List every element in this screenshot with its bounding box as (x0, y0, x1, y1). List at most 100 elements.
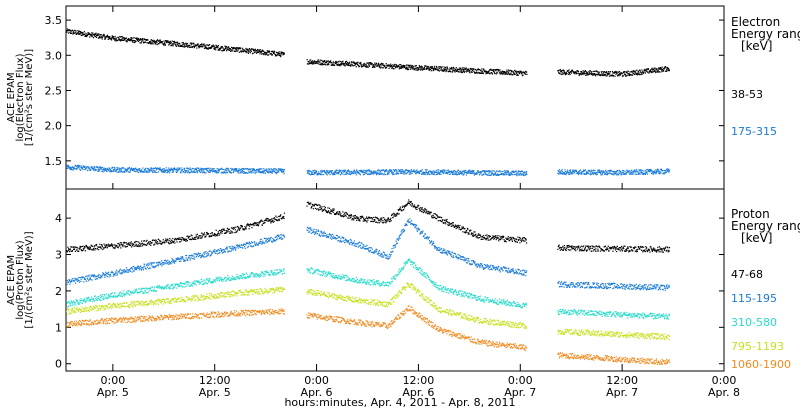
data-point (91, 167, 93, 169)
data-point (486, 236, 488, 238)
data-point (566, 246, 568, 248)
data-point (370, 220, 372, 223)
data-point (209, 171, 211, 173)
data-point (340, 170, 342, 172)
data-point (191, 239, 193, 241)
data-point (520, 172, 522, 174)
data-point (239, 48, 241, 50)
data-point (283, 217, 285, 220)
data-point (70, 30, 72, 33)
data-point (179, 168, 181, 170)
legend-title: [keV] (741, 231, 772, 245)
data-point (135, 37, 137, 39)
data-point (429, 68, 431, 70)
data-point (399, 207, 401, 210)
data-point (350, 63, 352, 65)
data-point (137, 39, 139, 41)
data-point (143, 240, 146, 242)
data-point (659, 67, 661, 70)
data-point (483, 68, 485, 70)
data-point (91, 36, 93, 38)
data-point (336, 172, 339, 174)
data-point (578, 172, 580, 174)
data-point (258, 50, 260, 52)
data-point (137, 40, 140, 43)
data-point (652, 68, 655, 71)
data-point (568, 169, 570, 172)
data-point (143, 170, 145, 172)
data-point (70, 167, 72, 169)
data-point (350, 214, 352, 216)
data-point (631, 70, 633, 73)
data-point (359, 170, 361, 172)
data-point (243, 49, 245, 51)
data-point (78, 247, 80, 249)
data-point (88, 167, 90, 169)
data-point (393, 212, 395, 214)
data-point (350, 216, 352, 218)
data-point (150, 244, 152, 246)
data-point (264, 172, 266, 174)
data-point (171, 240, 173, 242)
data-point (604, 245, 606, 247)
data-point (312, 204, 314, 206)
data-point (277, 220, 279, 222)
data-point (339, 174, 341, 176)
data-point (186, 170, 188, 172)
data-point (94, 36, 96, 38)
data-point (188, 172, 190, 174)
data-point (98, 166, 100, 168)
data-point (603, 71, 605, 73)
data-point (69, 248, 71, 250)
data-point (98, 246, 101, 248)
data-point (391, 172, 394, 174)
data-point (496, 170, 498, 172)
data-point (372, 221, 374, 223)
data-point (93, 246, 95, 248)
data-point (234, 168, 236, 170)
data-point (565, 73, 567, 75)
data-point (263, 220, 266, 222)
data-point (592, 173, 595, 175)
data-point (644, 251, 646, 253)
data-point (72, 246, 74, 248)
data-point (81, 250, 83, 252)
data-point (388, 171, 390, 174)
data-point (90, 33, 92, 35)
data-point (562, 69, 565, 71)
data-point (394, 64, 396, 66)
data-point (175, 168, 177, 170)
data-point (69, 283, 71, 285)
data-point (256, 224, 258, 226)
data-point (240, 226, 242, 228)
data-point (75, 168, 77, 170)
data-point (559, 73, 561, 75)
data-point (592, 250, 594, 252)
data-point (624, 74, 626, 76)
data-point (571, 171, 573, 173)
data-point (311, 173, 314, 176)
data-point (390, 217, 392, 219)
data-point (179, 167, 181, 169)
data-point (139, 245, 141, 247)
data-point (486, 237, 488, 239)
data-point (618, 249, 620, 251)
data-point (193, 238, 195, 240)
data-point (104, 273, 106, 275)
data-point (596, 173, 598, 176)
data-point (183, 238, 185, 240)
data-point (191, 46, 193, 49)
data-point (469, 230, 471, 232)
data-point (96, 243, 98, 246)
data-point (314, 62, 316, 64)
data-point (582, 73, 585, 75)
data-point (341, 172, 343, 174)
data-point (431, 172, 433, 174)
data-point (601, 170, 603, 172)
data-point (259, 168, 261, 170)
data-point (341, 61, 343, 63)
data-point (356, 62, 358, 64)
data-point (92, 274, 94, 276)
data-point (625, 173, 627, 175)
data-point (576, 248, 578, 250)
